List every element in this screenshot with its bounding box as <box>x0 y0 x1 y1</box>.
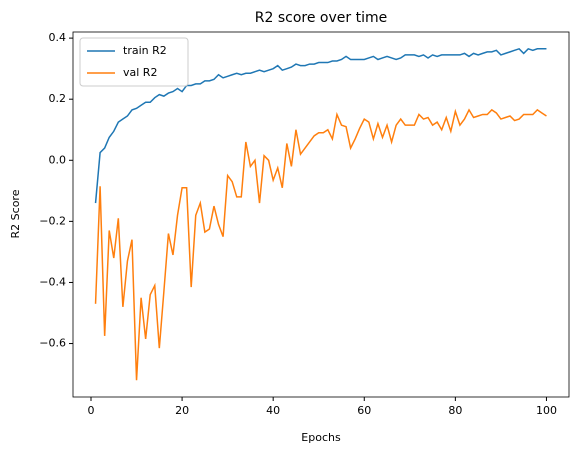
line <box>94 108 547 381</box>
legend-label: train R2 <box>123 44 167 57</box>
chart-title: R2 score over time <box>255 10 387 26</box>
legend-box <box>79 37 189 87</box>
x-tick-label: 20 <box>175 404 189 417</box>
y-tick-label: 0.0 <box>49 153 67 166</box>
legend-label: val R2 <box>123 66 157 79</box>
x-tick-label: 40 <box>266 404 280 417</box>
x-tick-label: 80 <box>448 404 462 417</box>
line <box>94 47 547 204</box>
y-tick-label: −0.4 <box>39 275 66 288</box>
x-tick-label: 0 <box>87 404 94 417</box>
y-tick-label: 0.4 <box>49 31 67 44</box>
x-axis-label: Epochs <box>301 431 341 444</box>
x-tick-label: 100 <box>536 404 557 417</box>
y-axis-label: R2 Score <box>9 189 22 238</box>
y-tick-label: 0.2 <box>49 92 67 105</box>
x-tick-label: 60 <box>357 404 371 417</box>
plot-frame <box>72 31 570 398</box>
y-tick-label: −0.2 <box>39 214 66 227</box>
y-tick-label: −0.6 <box>39 337 66 350</box>
